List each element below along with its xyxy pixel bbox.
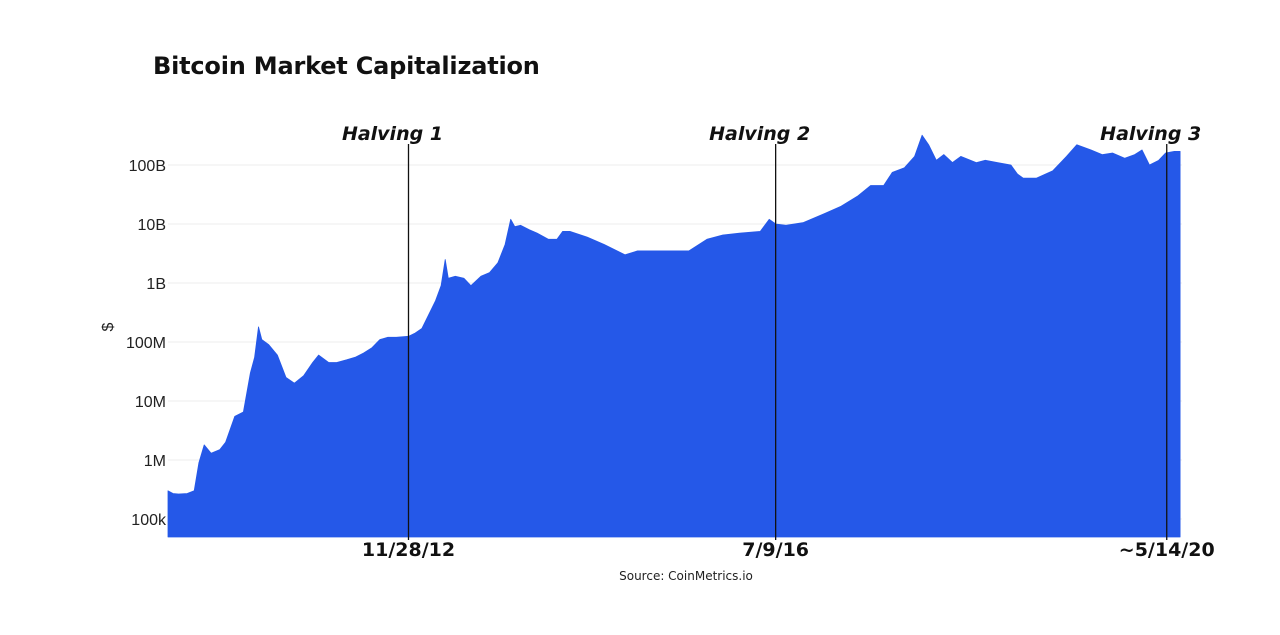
source-text: Source: CoinMetrics.io — [619, 569, 753, 583]
y-tick-label: 100B — [129, 158, 166, 175]
halving-label: Halving 1 — [342, 123, 443, 145]
halving-date-label: ~5/14/20 — [1119, 539, 1215, 561]
y-tick-label: 1M — [144, 453, 166, 470]
halving-date-label: 11/28/12 — [362, 539, 455, 561]
y-tick-label: 100M — [126, 335, 166, 352]
y-tick-label: 1B — [146, 276, 166, 293]
area-series — [167, 134, 1181, 538]
market-cap-area — [167, 134, 1181, 538]
y-tick-label: 100k — [131, 512, 167, 529]
halving-label: Halving 3 — [1100, 123, 1201, 145]
y-axis-ticks: 100k 1M 10M 100M 1B 10B 100B — [126, 158, 167, 529]
halving-events: Halving 1 11/28/12 Halving 2 7/9/16 Halving … — [342, 123, 1215, 561]
halving-label: Halving 2 — [709, 123, 810, 145]
halving-date-label: 7/9/16 — [742, 539, 809, 561]
y-tick-label: 10M — [135, 394, 166, 411]
chart-source: Source: CoinMetrics.io — [0, 569, 1280, 583]
chart-title: Bitcoin Market Capitalization — [153, 52, 540, 80]
y-axis-label: $ — [100, 322, 117, 331]
y-tick-label: 10B — [138, 217, 166, 234]
